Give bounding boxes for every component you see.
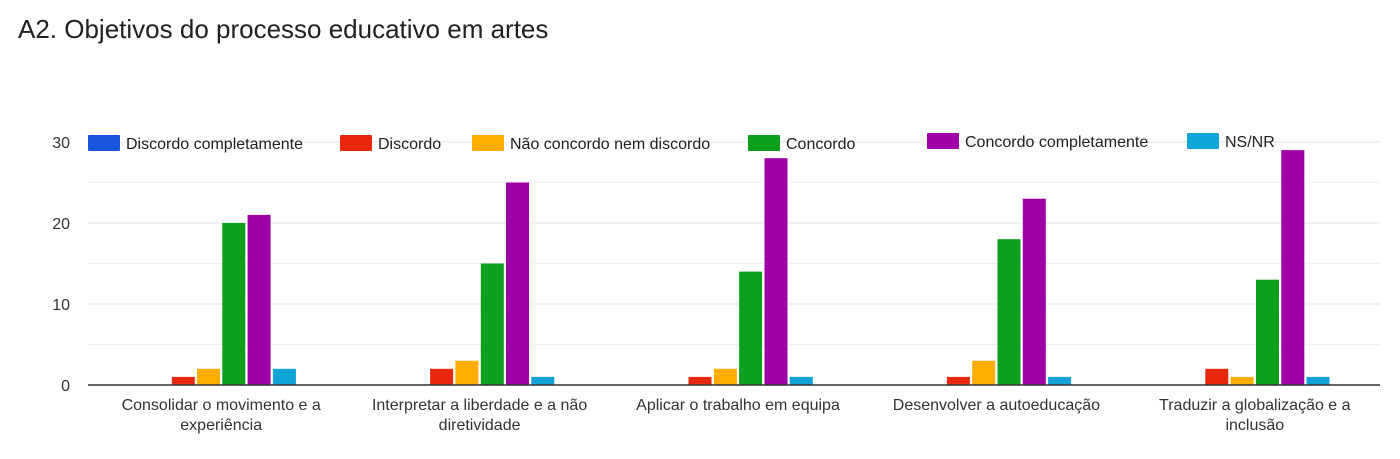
legend-label: Discordo bbox=[378, 136, 441, 153]
x-tick-label: diretividade bbox=[439, 417, 521, 434]
legend-label: NS/NR bbox=[1225, 134, 1275, 151]
legend-swatch bbox=[340, 135, 372, 151]
y-tick-label: 0 bbox=[61, 378, 70, 395]
bar bbox=[1281, 150, 1305, 385]
bar bbox=[480, 263, 504, 385]
bar bbox=[1022, 198, 1046, 385]
bar bbox=[972, 360, 996, 385]
bar bbox=[455, 360, 479, 385]
legend-label: Concordo completamente bbox=[965, 134, 1148, 151]
legend-label: Concordo bbox=[786, 136, 855, 153]
bar bbox=[713, 368, 737, 385]
legend-swatch bbox=[1187, 133, 1219, 149]
bar bbox=[997, 239, 1021, 385]
bar bbox=[506, 182, 529, 385]
y-tick-label: 10 bbox=[52, 297, 70, 314]
bar bbox=[1230, 376, 1254, 385]
bar bbox=[1048, 376, 1072, 385]
legend-swatch bbox=[927, 133, 959, 149]
x-tick-label: Traduzir a globalização e a bbox=[1159, 397, 1351, 414]
bar bbox=[1256, 279, 1279, 385]
x-tick-label: Consolidar o movimento e a bbox=[122, 397, 321, 414]
bar bbox=[197, 368, 220, 385]
bar bbox=[789, 376, 813, 385]
x-tick-label: Aplicar o trabalho em equipa bbox=[636, 397, 840, 414]
y-tick-label: 30 bbox=[52, 135, 70, 152]
bar bbox=[1205, 368, 1229, 385]
bar bbox=[688, 376, 712, 385]
bar bbox=[171, 376, 195, 385]
bar bbox=[430, 368, 454, 385]
bar bbox=[946, 376, 970, 385]
legend-swatch bbox=[748, 135, 780, 151]
bar bbox=[1306, 376, 1330, 385]
x-tick-label: inclusão bbox=[1225, 417, 1284, 434]
y-tick-label: 20 bbox=[52, 216, 70, 233]
x-tick-label: Interpretar a liberdade e a não bbox=[372, 397, 587, 414]
bar bbox=[531, 376, 555, 385]
x-tick-label: Desenvolver a autoeducação bbox=[893, 397, 1100, 414]
legend-label: Não concordo nem discordo bbox=[510, 136, 710, 153]
legend-swatch bbox=[472, 135, 504, 151]
bar bbox=[247, 214, 271, 385]
legend-label: Discordo completamente bbox=[126, 136, 303, 153]
page-title: A2. Objetivos do processo educativo em a… bbox=[18, 14, 549, 44]
x-tick-label: experiência bbox=[180, 417, 262, 434]
legend-swatch bbox=[88, 135, 120, 151]
bar bbox=[272, 368, 296, 385]
bar bbox=[739, 271, 763, 385]
bar bbox=[764, 158, 788, 385]
bar bbox=[222, 223, 246, 385]
